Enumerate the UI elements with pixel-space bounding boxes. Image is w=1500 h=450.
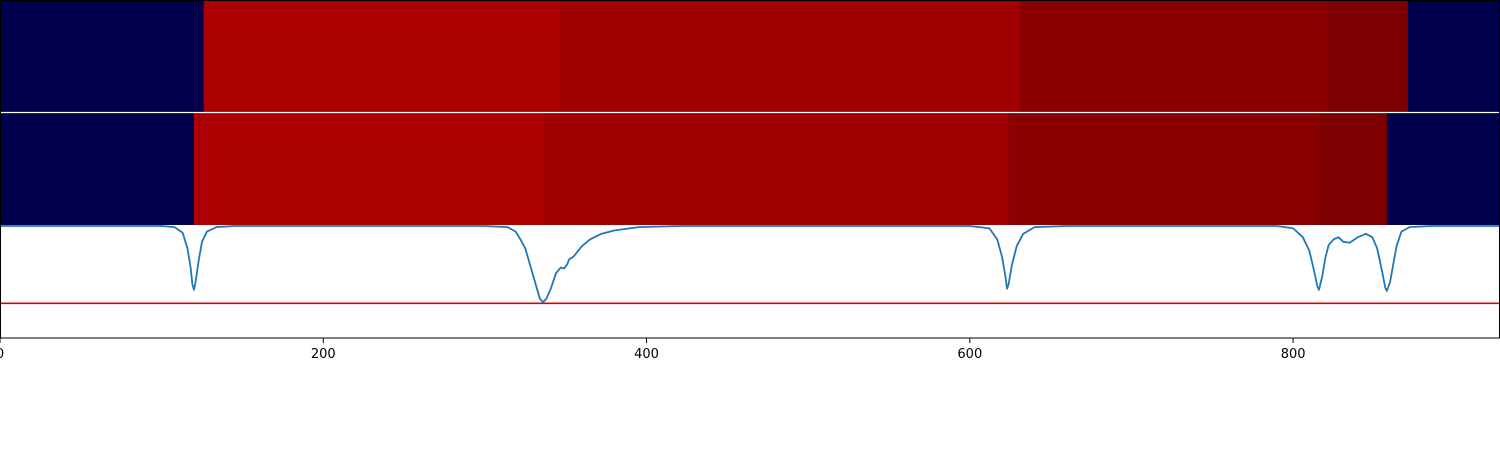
heatmap-cell-r1-2	[544, 113, 1010, 225]
heatmap-row-bottom	[0, 113, 1500, 225]
heatmap-row-top	[0, 0, 1500, 112]
heatmap-cell-r0-2	[559, 0, 1021, 112]
x-tick-label: 200	[311, 347, 336, 362]
heatmap-cell-r1-1	[193, 113, 546, 225]
signal-line	[0, 225, 1500, 304]
heatmap-cell-r0-4	[1327, 0, 1409, 112]
heatmap-cell-r0-5	[1407, 0, 1500, 112]
heatmap-cell-r1-5	[1386, 113, 1500, 225]
x-tick-label: 600	[957, 347, 982, 362]
x-tick-label: 400	[634, 347, 659, 362]
heatmap-cell-r0-0	[0, 0, 205, 112]
heatmap-cell-r1-3	[1008, 113, 1320, 225]
x-tick-label: 800	[1281, 347, 1306, 362]
x-tick-label: 0	[0, 347, 4, 362]
heatmap-cell-r1-4	[1318, 113, 1388, 225]
x-axis: 0 200 400 600 800	[0, 338, 1306, 362]
heatmap-cell-r1-0	[0, 113, 195, 225]
heatmap-cell-r0-3	[1019, 0, 1328, 112]
line-panel-background	[0, 226, 1500, 338]
heatmap-cell-r0-1	[203, 0, 560, 112]
